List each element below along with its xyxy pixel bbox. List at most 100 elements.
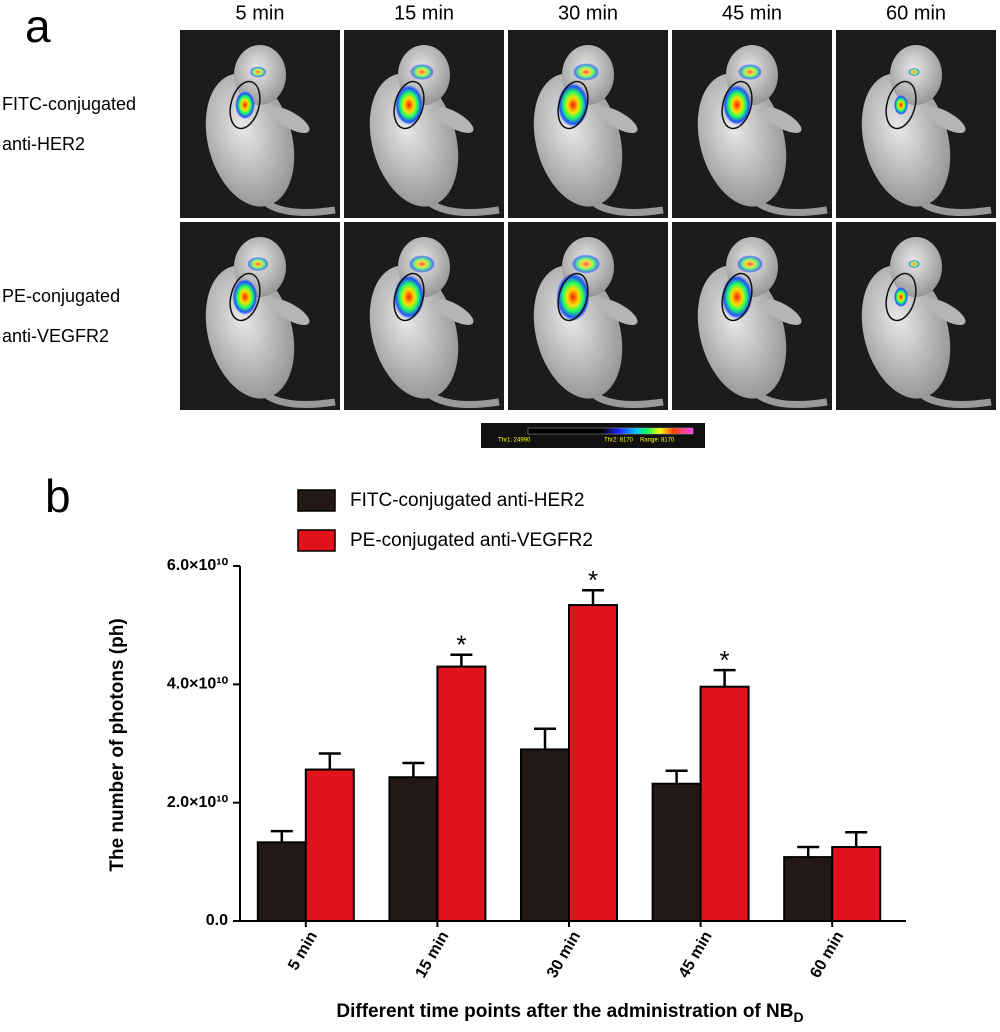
signal: [721, 275, 753, 319]
x-axis-label-subscript: D: [793, 1009, 803, 1025]
signal: [572, 63, 600, 81]
bar: [699, 685, 750, 923]
x-tick-label: 45 min: [676, 929, 716, 981]
mouse-image: [180, 222, 340, 410]
column-label: 5 min: [236, 2, 285, 24]
signal: [232, 279, 258, 315]
roi: [229, 80, 261, 130]
leg: [926, 299, 966, 325]
column-label: 15 min: [394, 2, 454, 24]
y-tick-label: 0.0: [206, 912, 228, 929]
bar: [783, 856, 834, 922]
roi: [885, 80, 917, 130]
leg: [926, 107, 966, 133]
x-axis-label-text: Different time points after the administ…: [336, 1001, 793, 1022]
leg: [762, 107, 802, 133]
bar: [304, 768, 355, 922]
leg: [270, 107, 310, 133]
row-label: FITC-conjugated: [2, 94, 136, 114]
signal: [410, 64, 434, 80]
y-tick-label: 2.0×10¹⁰: [167, 794, 229, 811]
signal: [908, 260, 920, 268]
leg: [598, 299, 638, 325]
signal: [908, 68, 920, 76]
bar: [651, 782, 702, 922]
signal: [738, 64, 762, 80]
y-axis-label: The number of photons (ph): [107, 618, 128, 871]
leg: [762, 299, 802, 325]
body: [533, 265, 623, 399]
bar: [436, 665, 487, 922]
leg: [598, 107, 638, 133]
roi: [557, 80, 589, 130]
body: [861, 73, 951, 207]
signal: [723, 85, 751, 125]
body: [205, 73, 295, 207]
body: [697, 265, 787, 399]
column-label: 45 min: [722, 2, 782, 24]
signal: [395, 85, 423, 125]
signal: [736, 255, 764, 273]
mouse-image: [836, 222, 996, 410]
colorbar-label: Range: 8170: [640, 438, 675, 444]
leg: [434, 107, 474, 133]
row-label: anti-VEGFR2: [2, 326, 109, 346]
mouse-image: [508, 30, 668, 218]
column-label: 60 min: [886, 2, 946, 24]
bar: [520, 748, 570, 923]
colorbar: [527, 427, 694, 435]
bar: [568, 604, 618, 922]
mouse-image: [344, 30, 504, 218]
x-axis-label: Different time points after the administ…: [336, 1001, 803, 1025]
signal: [408, 255, 436, 273]
y-tick-label: 4.0×10¹⁰: [167, 676, 229, 693]
colorbar-frame: [481, 423, 705, 448]
body: [533, 73, 623, 207]
leg: [270, 299, 310, 325]
y-tick-label: 6.0×10¹⁰: [167, 557, 229, 574]
roi: [557, 272, 589, 322]
x-tick-label: 30 min: [544, 929, 584, 981]
signal: [894, 287, 908, 307]
body: [369, 265, 459, 399]
signal: [557, 83, 589, 127]
signal: [571, 254, 601, 274]
x-tick-label: 5 min: [285, 929, 321, 974]
legend-label: PE-conjugated anti-VEGFR2: [350, 530, 593, 551]
signal: [249, 66, 267, 78]
body: [205, 265, 295, 399]
mouse-image: [180, 30, 340, 218]
mouse-image: [344, 222, 504, 410]
panel-label: a: [25, 0, 51, 52]
legend-label: FITC-conjugated anti-HER2: [350, 490, 584, 511]
x-tick-label: 60 min: [807, 929, 847, 981]
significance-marker: *: [720, 645, 730, 675]
bar: [388, 776, 439, 922]
leg: [434, 299, 474, 325]
roi: [721, 272, 753, 322]
column-label: 30 min: [558, 2, 618, 24]
roi: [885, 272, 917, 322]
body: [697, 73, 787, 207]
roi: [721, 80, 753, 130]
mouse-image: [672, 30, 832, 218]
bar: [831, 846, 882, 923]
roi: [229, 272, 261, 322]
mouse-image: [508, 222, 668, 410]
bar: [256, 841, 307, 923]
row-label: PE-conjugated: [2, 286, 120, 306]
panel-label: b: [45, 470, 71, 522]
signal: [393, 275, 425, 319]
signal: [247, 256, 269, 272]
row-label: anti-HER2: [2, 134, 85, 154]
body: [369, 73, 459, 207]
signal: [556, 273, 590, 321]
roi: [393, 272, 425, 322]
roi: [393, 80, 425, 130]
body: [861, 265, 951, 399]
significance-marker: *: [588, 565, 598, 595]
colorbar-label: Thr1: 24990: [498, 438, 531, 444]
legend-swatch: [297, 489, 336, 512]
x-tick-label: 15 min: [412, 929, 452, 981]
